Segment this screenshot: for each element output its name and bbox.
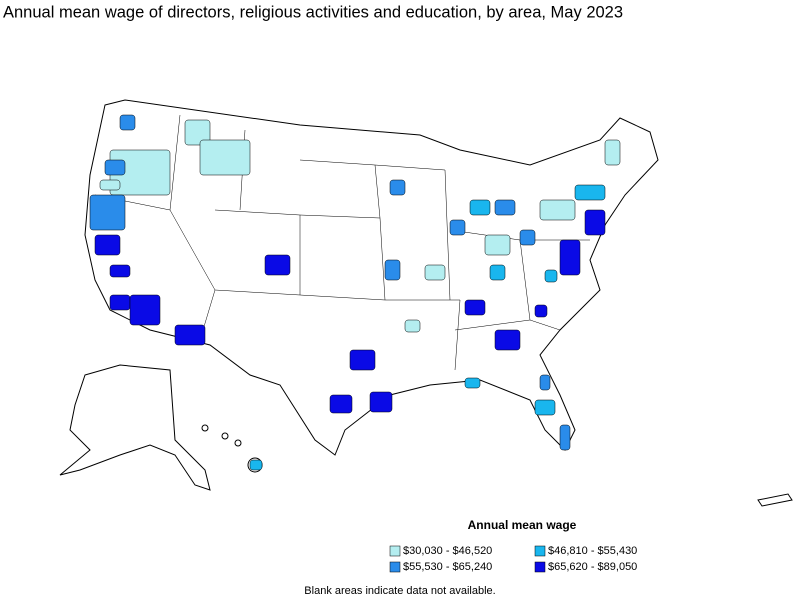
- legend-swatch: [534, 561, 546, 573]
- legend-title: Annual mean wage: [468, 518, 577, 532]
- wage-area: [544, 269, 558, 283]
- legend-label: $65,620 - $89,050: [548, 561, 637, 573]
- wage-area: [539, 199, 576, 221]
- wage-area: [464, 377, 481, 389]
- wage-area: [584, 209, 606, 236]
- wage-area: [89, 194, 126, 231]
- wage-area: [559, 424, 571, 451]
- wage-area: [424, 264, 446, 281]
- wage-area: [389, 179, 406, 196]
- map-title: Annual mean wage of directors, religious…: [3, 3, 623, 21]
- wage-area: [404, 319, 421, 333]
- wage-area: [249, 459, 263, 471]
- legend: $30,030 - $46,520 $46,810 - $55,430 $55,53…: [389, 545, 637, 573]
- wage-area: [349, 349, 376, 371]
- us-map: [59, 99, 793, 507]
- wage-area: [559, 239, 581, 276]
- wage-area: [199, 139, 251, 176]
- wage-area: [489, 264, 506, 281]
- legend-swatch: [534, 545, 546, 557]
- wage-area: [104, 159, 126, 176]
- wage-area: [109, 294, 131, 311]
- wage-area: [464, 299, 486, 316]
- legend-label: $46,810 - $55,430: [548, 545, 637, 557]
- wage-area: [604, 139, 621, 166]
- footnote: Blank areas indicate data not available.: [304, 585, 495, 597]
- wage-area: [99, 179, 121, 191]
- wage-area: [119, 114, 136, 131]
- puerto-rico: [757, 493, 793, 507]
- wage-area: [574, 184, 606, 201]
- legend-label: $30,030 - $46,520: [403, 545, 492, 557]
- wage-area: [539, 374, 551, 391]
- wage-area: [534, 304, 548, 318]
- wage-area: [384, 259, 401, 281]
- wage-area: [94, 234, 121, 256]
- legend-label: $55,530 - $65,240: [403, 561, 492, 573]
- wage-area: [264, 254, 291, 276]
- wage-area: [494, 329, 521, 351]
- alaska: [59, 364, 211, 491]
- wage-area: [484, 234, 511, 256]
- wage-area: [519, 229, 536, 246]
- state-borders: [94, 114, 590, 371]
- legend-swatch: [389, 545, 401, 557]
- wage-area: [469, 199, 491, 216]
- wage-area: [129, 294, 161, 326]
- wage-areas: [89, 114, 621, 471]
- wage-area: [494, 199, 516, 216]
- wage-area: [184, 119, 211, 146]
- wage-area: [369, 391, 393, 413]
- wage-area: [329, 394, 353, 414]
- wage-area: [449, 219, 466, 236]
- wage-area: [174, 324, 206, 346]
- wage-area: [109, 264, 131, 278]
- wage-area: [534, 399, 556, 416]
- legend-swatch: [389, 561, 401, 573]
